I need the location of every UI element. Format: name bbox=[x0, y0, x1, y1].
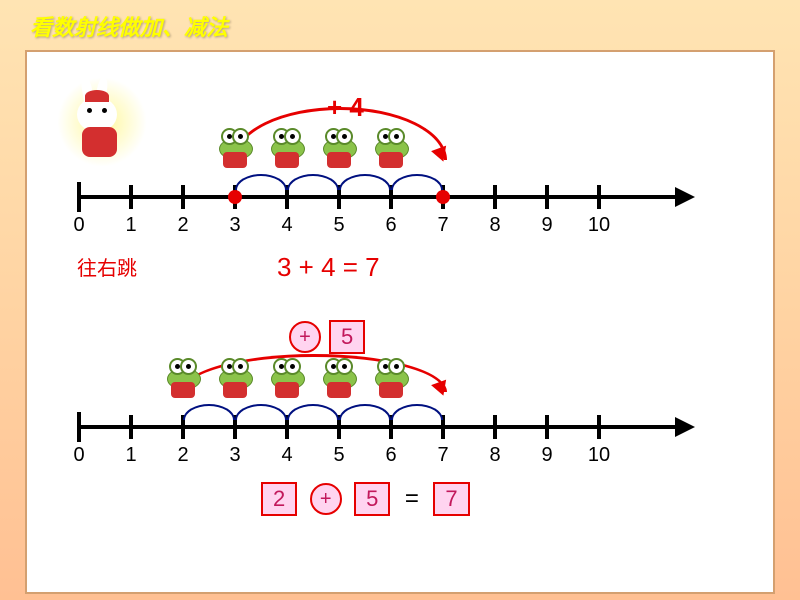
tick-label: 3 bbox=[229, 214, 240, 237]
tick-label: 8 bbox=[489, 214, 500, 237]
tick-label: 0 bbox=[73, 444, 84, 467]
hop-arc bbox=[339, 174, 391, 190]
frog-icon bbox=[217, 128, 253, 168]
hop-arc bbox=[391, 174, 443, 190]
marker-dot bbox=[436, 190, 450, 204]
tick bbox=[129, 185, 133, 209]
hop-arc bbox=[287, 174, 339, 190]
tick-label: 8 bbox=[489, 444, 500, 467]
equation-2: 2 + 5 = 7 bbox=[257, 482, 474, 516]
frog-icon bbox=[373, 358, 409, 398]
tick-label: 7 bbox=[437, 444, 448, 467]
tick bbox=[493, 415, 497, 439]
section-2: +5 012345678910 2 + 5 = 7 bbox=[77, 332, 717, 382]
hop-arc bbox=[235, 174, 287, 190]
tick bbox=[545, 415, 549, 439]
frog-icon bbox=[373, 128, 409, 168]
tick-label: 9 bbox=[541, 214, 552, 237]
tick-label: 9 bbox=[541, 444, 552, 467]
tick-label: 4 bbox=[281, 444, 292, 467]
tick-label: 10 bbox=[588, 214, 610, 237]
tick bbox=[493, 185, 497, 209]
tick bbox=[597, 185, 601, 209]
tick-label: 0 bbox=[73, 214, 84, 237]
tick bbox=[597, 415, 601, 439]
frog-icon bbox=[165, 358, 201, 398]
tick-label: 1 bbox=[125, 444, 136, 467]
numberline-2: 012345678910 bbox=[77, 400, 717, 450]
tick-label: 5 bbox=[333, 444, 344, 467]
operation-label-2: +5 bbox=[285, 320, 369, 354]
tick-label: 4 bbox=[281, 214, 292, 237]
numberline-1: 012345678910 bbox=[77, 170, 717, 220]
tick bbox=[181, 185, 185, 209]
hop-arc bbox=[339, 404, 391, 420]
frog-icon bbox=[321, 358, 357, 398]
main-panel: + 4 012345678910 往右跳 3 + 4 = 7 +5 bbox=[25, 50, 775, 594]
frog-icon bbox=[269, 128, 305, 168]
equation-1: 3 + 4 = 7 bbox=[277, 252, 380, 283]
tick-label: 5 bbox=[333, 214, 344, 237]
frog-icon bbox=[321, 128, 357, 168]
instruction-text: 往右跳 bbox=[77, 252, 137, 281]
result-op: + bbox=[310, 483, 342, 515]
hop-arc bbox=[287, 404, 339, 420]
tick-label: 10 bbox=[588, 444, 610, 467]
equals-sign: = bbox=[405, 485, 419, 512]
tick bbox=[77, 415, 81, 439]
section-1: + 4 012345678910 往右跳 3 + 4 = 7 bbox=[77, 102, 717, 152]
tick-label: 6 bbox=[385, 444, 396, 467]
result-box-2: 5 bbox=[354, 482, 390, 516]
marker-dot bbox=[228, 190, 242, 204]
result-box-3: 7 bbox=[433, 482, 469, 516]
tick-label: 1 bbox=[125, 214, 136, 237]
tick-label: 2 bbox=[177, 214, 188, 237]
tick bbox=[77, 185, 81, 209]
tick-label: 6 bbox=[385, 214, 396, 237]
hop-arc bbox=[183, 404, 235, 420]
op-box-2: 5 bbox=[329, 320, 365, 354]
frog-icon bbox=[217, 358, 253, 398]
tick bbox=[129, 415, 133, 439]
tick-label: 3 bbox=[229, 444, 240, 467]
tick-label: 7 bbox=[437, 214, 448, 237]
page-title: 看数射线做加、减法 bbox=[0, 0, 800, 42]
frog-icon bbox=[269, 358, 305, 398]
hop-arc bbox=[391, 404, 443, 420]
tick-label: 2 bbox=[177, 444, 188, 467]
result-box-1: 2 bbox=[261, 482, 297, 516]
tick bbox=[545, 185, 549, 209]
op-circle-2: + bbox=[289, 321, 321, 353]
hop-arc bbox=[235, 404, 287, 420]
